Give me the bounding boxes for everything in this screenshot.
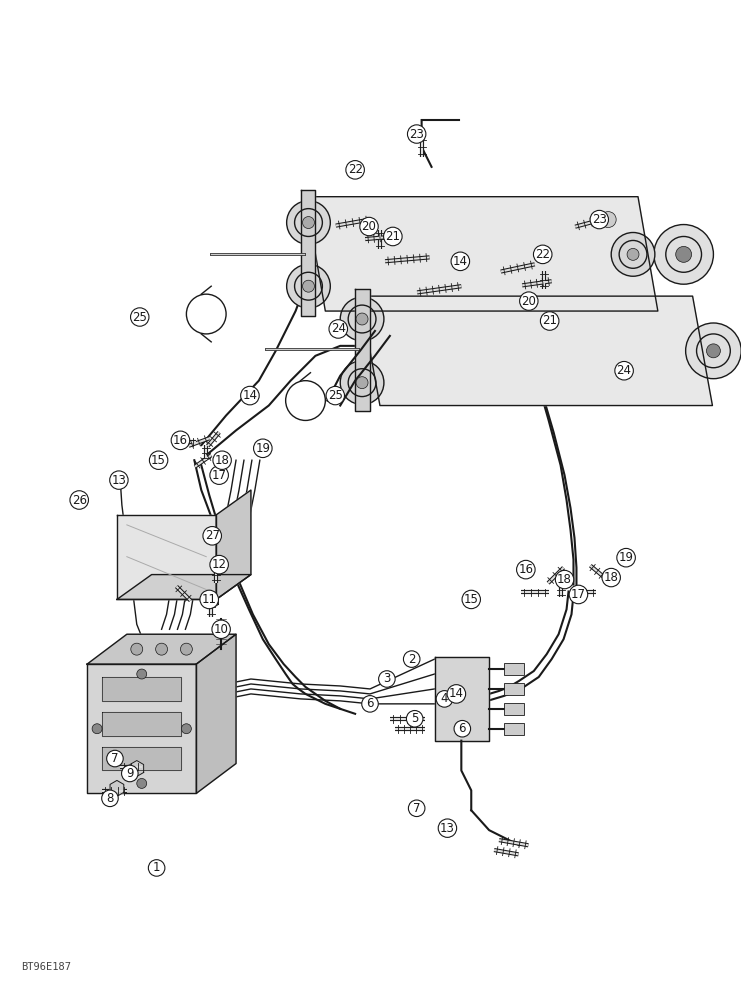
Text: 22: 22 <box>347 163 362 176</box>
Bar <box>504 723 524 735</box>
Circle shape <box>303 280 315 292</box>
Text: 19: 19 <box>618 551 634 564</box>
Bar <box>504 663 524 675</box>
Polygon shape <box>102 747 182 770</box>
Polygon shape <box>434 657 489 741</box>
Polygon shape <box>87 664 196 793</box>
Text: 27: 27 <box>205 529 219 542</box>
Polygon shape <box>216 623 226 635</box>
Polygon shape <box>306 197 658 311</box>
Text: 14: 14 <box>243 389 257 402</box>
Text: 16: 16 <box>173 434 188 447</box>
Circle shape <box>131 643 143 655</box>
Text: 7: 7 <box>111 752 119 765</box>
Circle shape <box>340 361 384 405</box>
Text: 21: 21 <box>542 314 557 328</box>
Text: 18: 18 <box>604 571 619 584</box>
Text: 16: 16 <box>519 563 533 576</box>
Text: 13: 13 <box>440 822 455 835</box>
Text: 17: 17 <box>571 588 586 601</box>
Polygon shape <box>355 289 370 410</box>
Circle shape <box>600 212 616 228</box>
Polygon shape <box>102 677 182 701</box>
Polygon shape <box>102 712 182 736</box>
Circle shape <box>676 246 692 262</box>
Text: 19: 19 <box>255 442 270 455</box>
Circle shape <box>340 297 384 341</box>
Text: 6: 6 <box>366 697 373 710</box>
Text: 3: 3 <box>383 672 391 686</box>
Circle shape <box>286 264 330 308</box>
Circle shape <box>155 643 167 655</box>
Text: 1: 1 <box>153 861 161 874</box>
Text: 26: 26 <box>71 493 87 506</box>
Bar <box>504 703 524 715</box>
Polygon shape <box>87 634 236 664</box>
Polygon shape <box>117 575 251 599</box>
Polygon shape <box>196 634 236 793</box>
Bar <box>504 683 524 695</box>
Circle shape <box>137 778 147 788</box>
Text: 2: 2 <box>408 653 415 666</box>
Text: 23: 23 <box>409 128 424 141</box>
Text: 18: 18 <box>557 573 572 586</box>
Text: 10: 10 <box>214 623 228 636</box>
Text: 14: 14 <box>453 255 468 268</box>
Text: 5: 5 <box>411 712 418 725</box>
Text: 23: 23 <box>592 213 606 226</box>
Text: 12: 12 <box>211 558 227 571</box>
Polygon shape <box>217 490 251 599</box>
Circle shape <box>627 248 639 260</box>
Text: 9: 9 <box>126 767 134 780</box>
Circle shape <box>654 225 713 284</box>
Circle shape <box>137 669 147 679</box>
Text: 13: 13 <box>112 474 126 487</box>
Polygon shape <box>130 761 144 776</box>
Text: 25: 25 <box>328 389 343 402</box>
Circle shape <box>303 217 315 229</box>
Circle shape <box>707 344 720 358</box>
Text: 15: 15 <box>464 593 478 606</box>
Text: 24: 24 <box>331 322 346 335</box>
Text: 7: 7 <box>413 802 420 815</box>
Polygon shape <box>110 780 124 796</box>
Text: 14: 14 <box>449 687 464 700</box>
Polygon shape <box>301 190 315 316</box>
Circle shape <box>286 201 330 244</box>
Polygon shape <box>117 515 217 599</box>
Circle shape <box>92 724 102 734</box>
Text: 24: 24 <box>617 364 632 377</box>
Circle shape <box>686 323 741 379</box>
Text: 25: 25 <box>132 311 147 324</box>
Polygon shape <box>360 296 713 406</box>
Text: BT96E187: BT96E187 <box>21 962 71 972</box>
Text: 20: 20 <box>362 220 376 233</box>
Circle shape <box>356 377 368 389</box>
Text: 4: 4 <box>440 692 448 705</box>
Text: 11: 11 <box>202 593 217 606</box>
Circle shape <box>356 313 368 325</box>
Text: 18: 18 <box>215 454 230 467</box>
Circle shape <box>181 643 193 655</box>
Text: 21: 21 <box>385 230 400 243</box>
Text: 22: 22 <box>535 248 551 261</box>
Text: 20: 20 <box>522 295 536 308</box>
Text: 15: 15 <box>151 454 166 467</box>
Polygon shape <box>208 595 218 607</box>
Circle shape <box>182 724 191 734</box>
Circle shape <box>612 232 655 276</box>
Text: 17: 17 <box>211 469 227 482</box>
Text: 6: 6 <box>458 722 466 735</box>
Text: 8: 8 <box>106 792 114 805</box>
